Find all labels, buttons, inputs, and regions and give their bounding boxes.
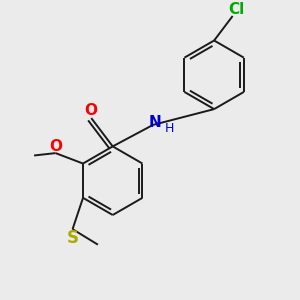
Text: O: O — [49, 139, 62, 154]
Text: H: H — [165, 122, 174, 135]
Text: N: N — [149, 115, 161, 130]
Text: Cl: Cl — [228, 2, 244, 17]
Text: O: O — [85, 103, 98, 118]
Text: S: S — [67, 229, 79, 247]
